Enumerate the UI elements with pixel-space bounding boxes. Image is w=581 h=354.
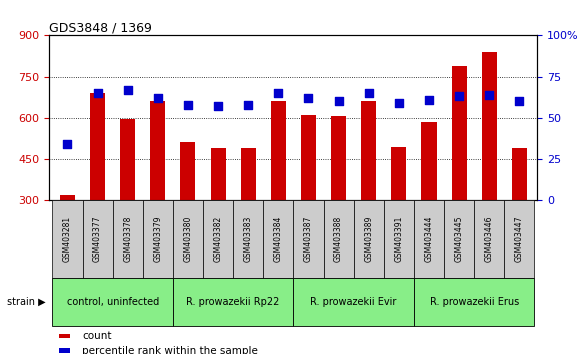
Bar (210, 148, 225, 282)
Text: GSM403388: GSM403388 (334, 216, 343, 262)
Point (243, 102, 253, 107)
Point (63, 141, 72, 147)
Bar (263, 200, 293, 278)
Bar (474, 200, 504, 278)
Bar (52, 278, 173, 326)
Text: count: count (82, 331, 112, 342)
Text: GSM403445: GSM403445 (454, 216, 464, 262)
Text: GSM403391: GSM403391 (394, 216, 403, 262)
Bar (83, 200, 113, 278)
Point (485, 92, 494, 97)
Text: GSM403382: GSM403382 (214, 216, 223, 262)
Point (123, 87, 132, 92)
Bar (150, 101, 166, 282)
Bar (504, 200, 535, 278)
Bar (324, 200, 354, 278)
Text: GSM403378: GSM403378 (123, 216, 132, 262)
Bar (293, 200, 324, 278)
Text: R. prowazekii Erus: R. prowazekii Erus (429, 297, 519, 307)
Bar (113, 200, 143, 278)
Point (93, 90, 102, 96)
Text: GSM403447: GSM403447 (515, 216, 524, 262)
Point (184, 102, 193, 107)
Bar (421, 122, 436, 282)
Bar (241, 148, 256, 282)
Text: GSM403377: GSM403377 (93, 216, 102, 262)
Text: R. prowazekii Evir: R. prowazekii Evir (310, 297, 397, 307)
Bar (293, 278, 414, 326)
Bar (331, 115, 346, 282)
Bar (173, 200, 203, 278)
Point (394, 100, 403, 106)
Bar (451, 65, 467, 282)
Bar (181, 142, 195, 282)
Bar (233, 200, 263, 278)
Point (424, 97, 433, 102)
Bar (173, 278, 293, 326)
Point (274, 90, 283, 96)
Bar (392, 147, 406, 282)
Text: GSM403389: GSM403389 (364, 216, 373, 262)
Bar (203, 200, 233, 278)
Point (304, 95, 313, 101)
Text: GSM403281: GSM403281 (63, 216, 72, 262)
Bar (59, 348, 70, 353)
Bar (52, 200, 83, 278)
Text: GSM403387: GSM403387 (304, 216, 313, 262)
Text: GDS3848 / 1369: GDS3848 / 1369 (49, 21, 152, 34)
Bar (120, 119, 135, 282)
Bar (59, 334, 70, 338)
Point (153, 95, 163, 101)
Bar (60, 194, 75, 282)
Text: GSM403383: GSM403383 (243, 216, 253, 262)
Point (213, 103, 223, 109)
Bar (384, 200, 414, 278)
Bar (414, 200, 444, 278)
Text: GSM403384: GSM403384 (274, 216, 283, 262)
Bar (354, 200, 384, 278)
Text: GSM403379: GSM403379 (153, 216, 162, 262)
Text: GSM403444: GSM403444 (425, 216, 433, 262)
Text: GSM403446: GSM403446 (485, 216, 494, 262)
Point (334, 98, 343, 104)
Bar (90, 93, 105, 282)
Point (515, 98, 524, 104)
Bar (271, 101, 286, 282)
Point (454, 93, 464, 99)
Text: GSM403380: GSM403380 (184, 216, 192, 262)
Bar (361, 101, 376, 282)
Bar (512, 148, 527, 282)
Point (364, 90, 374, 96)
Bar (482, 52, 497, 282)
Bar (444, 200, 474, 278)
Text: percentile rank within the sample: percentile rank within the sample (82, 346, 258, 354)
Text: control, uninfected: control, uninfected (66, 297, 159, 307)
Text: strain ▶: strain ▶ (7, 297, 45, 307)
Bar (143, 200, 173, 278)
Text: R. prowazekii Rp22: R. prowazekii Rp22 (187, 297, 280, 307)
Bar (414, 278, 535, 326)
Bar (301, 115, 316, 282)
